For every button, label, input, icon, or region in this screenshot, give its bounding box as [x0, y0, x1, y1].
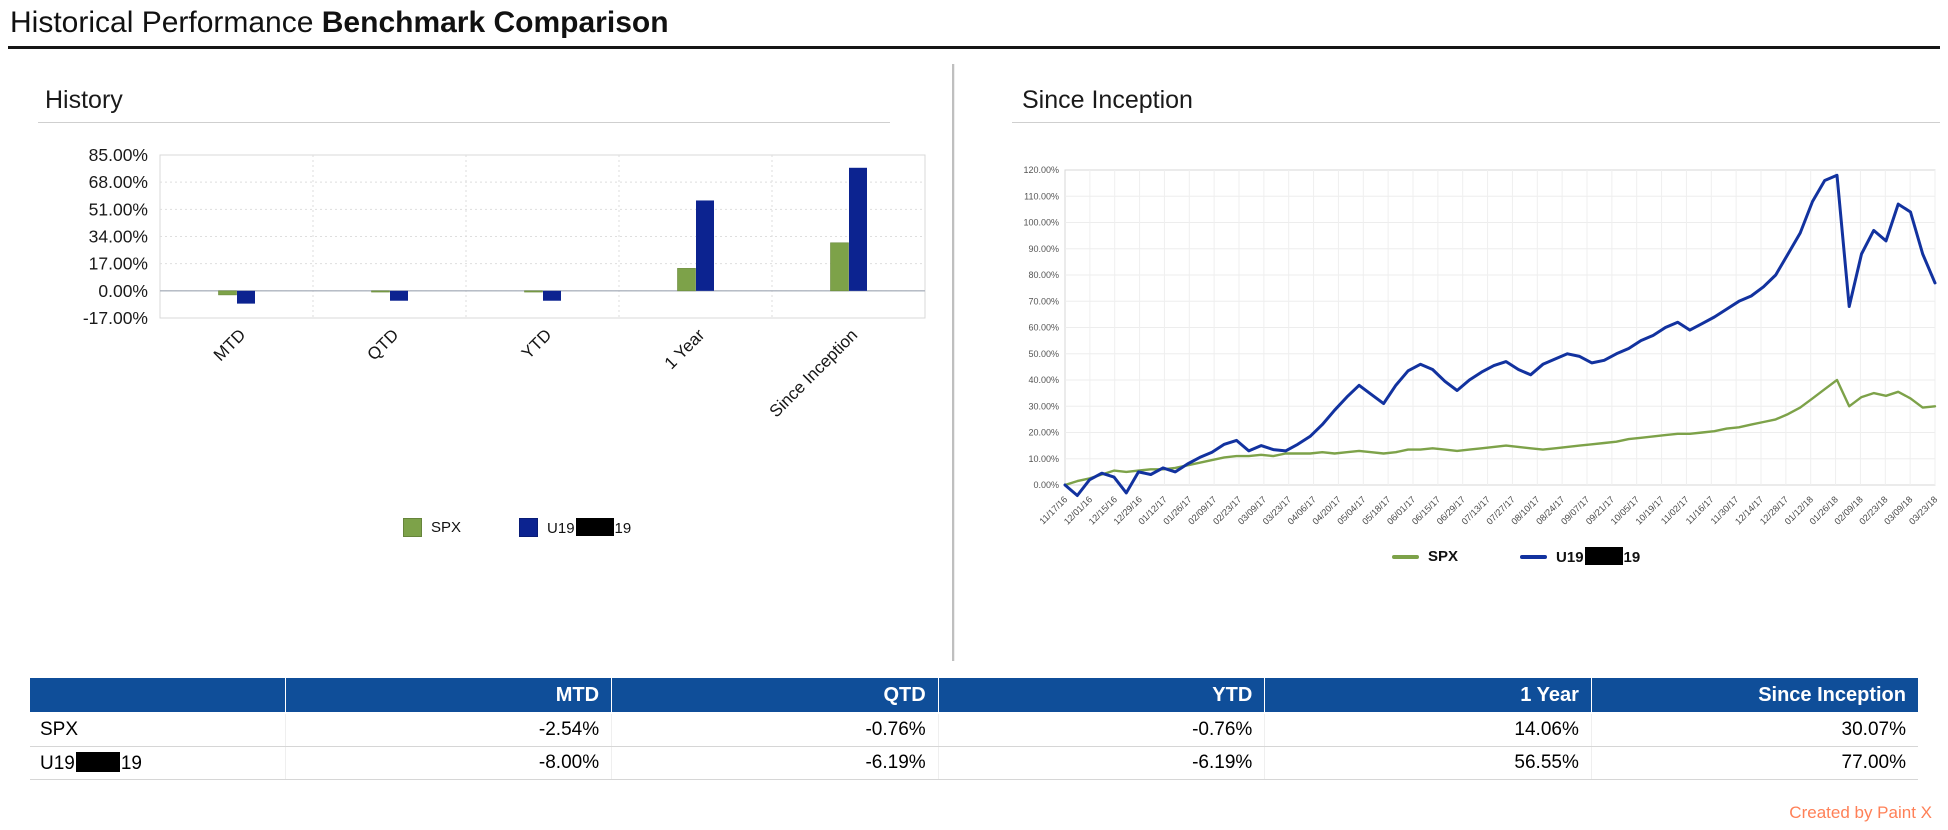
x-category-label: QTD: [364, 325, 403, 364]
y-tick-label: 68.00%: [89, 172, 148, 192]
svg-text:Since Inception: Since Inception: [766, 325, 862, 421]
y-tick-label: 120.00%: [1023, 165, 1059, 175]
bar-spx-3: [677, 268, 696, 292]
y-tick-label: 85.00%: [89, 145, 148, 165]
inception-line-chart: 120.00% 110.00% 100.00% 90.00% 80.00% 70.00% 6…: [1023, 165, 1939, 527]
bar-benchmark-3: [696, 200, 714, 291]
title-rule: [8, 46, 1940, 49]
y-tick-label: 17.00%: [89, 254, 148, 274]
y-tick-label: 70.00%: [1028, 296, 1059, 306]
y-tick-label: 34.00%: [89, 227, 148, 247]
y-tick-label: 100.00%: [1023, 218, 1059, 228]
table-row-benchmark: U19 19 -8.00% -6.19% -6.19% 56.55% 77.00%: [30, 746, 1918, 780]
inception-heading: Since Inception: [1022, 86, 1193, 114]
y-tick-label: -17.00%: [83, 308, 148, 328]
history-bar-chart: 85.00% 68.00% 51.00% 34.00% 17.00% 0.00% -17.0…: [83, 145, 926, 421]
column-header-since-inception: Since Inception: [1590, 678, 1918, 713]
y-tick-label: 51.00%: [89, 199, 148, 219]
benchmark-since-inception-value: 77.00%: [1590, 746, 1918, 780]
table-header-row: MTD QTD YTD 1 Year Since Inception: [30, 678, 1918, 713]
inception-heading-rule: [1012, 122, 1940, 123]
benchmark-swatch-icon: [519, 518, 539, 537]
legend-label-benchmark: U19 19: [547, 518, 632, 537]
spx-mtd-value: -2.54%: [284, 712, 612, 747]
bar-benchmark-1: [390, 290, 408, 301]
y-tick-label: 40.00%: [1028, 375, 1059, 385]
column-header-name: [30, 678, 285, 713]
legend-label-spx: SPX: [1428, 548, 1459, 565]
column-header-1year: 1 Year: [1264, 678, 1592, 713]
line-chart-legend: SPX U19 19: [1392, 547, 1640, 566]
x-category-label: MTD: [210, 325, 249, 364]
bar-spx-2: [524, 290, 543, 293]
bar-spx-4: [830, 242, 849, 292]
bar-benchmark-4: [849, 167, 867, 291]
spx-ytd-value: -0.76%: [937, 712, 1265, 747]
panel-divider: [952, 64, 954, 661]
legend-label-spx: SPX: [431, 519, 462, 536]
spx-1year-value: 14.06%: [1264, 712, 1592, 747]
column-header-qtd: QTD: [611, 678, 939, 713]
benchmark-ytd-value: -6.19%: [937, 746, 1265, 780]
table-row-spx: SPX -2.54% -0.76% -0.76% 14.06% 30.07%: [30, 712, 1918, 747]
legend-item-spx: SPX: [1392, 548, 1458, 565]
redaction-box: [75, 751, 120, 772]
y-tick-label: 110.00%: [1024, 191, 1059, 201]
history-heading: History: [45, 86, 123, 114]
y-tick-label: 30.00%: [1028, 401, 1059, 411]
spx-swatch-icon: [403, 518, 422, 537]
spx-since-inception-value: 30.07%: [1590, 712, 1918, 747]
performance-table: MTD QTD YTD 1 Year Since Inception SPX -…: [30, 678, 1918, 780]
y-tick-label: 10.00%: [1028, 454, 1059, 464]
y-tick-label: 50.00%: [1028, 349, 1059, 359]
redaction-box: [575, 518, 614, 536]
svg-text:YTD: YTD: [518, 325, 555, 362]
series-line-benchmark: [1063, 173, 1937, 497]
y-tick-label: 60.00%: [1028, 323, 1059, 333]
bar-spx-1: [371, 290, 390, 293]
column-header-mtd: MTD: [284, 678, 612, 713]
benchmark-mtd-value: -8.00%: [284, 746, 612, 780]
page-title-bold: Benchmark Comparison: [321, 6, 669, 39]
page-title-regular: Historical Performance: [10, 6, 322, 39]
y-tick-label: 20.00%: [1028, 428, 1059, 438]
series-line-spx: [1063, 378, 1937, 487]
svg-text:1 Year: 1 Year: [661, 325, 709, 373]
svg-text:QTD: QTD: [364, 325, 403, 364]
bar-benchmark-2: [543, 290, 561, 301]
y-tick-label: 80.00%: [1028, 270, 1059, 280]
x-category-label: 1 Year: [661, 325, 709, 373]
legend-item-spx: SPX: [403, 518, 461, 537]
y-tick-label: 0.00%: [98, 281, 148, 301]
page-title: Historical Performance Benchmark Compari…: [10, 6, 669, 40]
bar-benchmark-0: [237, 290, 255, 304]
y-tick-label: 0.00%: [1033, 480, 1059, 490]
legend-label-benchmark: U19 19: [1556, 547, 1641, 566]
benchmark-1year-value: 56.55%: [1264, 746, 1592, 780]
paintx-watermark: Created by Paint X: [1789, 803, 1932, 822]
history-heading-rule: [38, 122, 890, 123]
bar-spx-0: [218, 290, 237, 296]
row-name-benchmark: U19 19: [30, 746, 285, 780]
x-category-label: Since Inception: [766, 325, 862, 421]
column-header-ytd: YTD: [937, 678, 1265, 713]
row-name-spx: SPX: [30, 712, 285, 747]
benchmark-line-swatch-icon: [1520, 554, 1548, 559]
bar-chart-legend: SPX U19 19: [403, 518, 631, 537]
x-category-label: YTD: [518, 325, 555, 362]
benchmark-qtd-value: -6.19%: [611, 746, 939, 780]
spx-qtd-value: -0.76%: [611, 712, 939, 747]
legend-item-benchmark: U19 19: [519, 518, 631, 537]
legend-item-benchmark: U19 19: [1520, 547, 1640, 566]
svg-text:MTD: MTD: [210, 325, 249, 364]
redaction-box: [1584, 547, 1623, 565]
spx-line-swatch-icon: [1392, 554, 1419, 559]
y-tick-label: 90.00%: [1028, 244, 1059, 254]
